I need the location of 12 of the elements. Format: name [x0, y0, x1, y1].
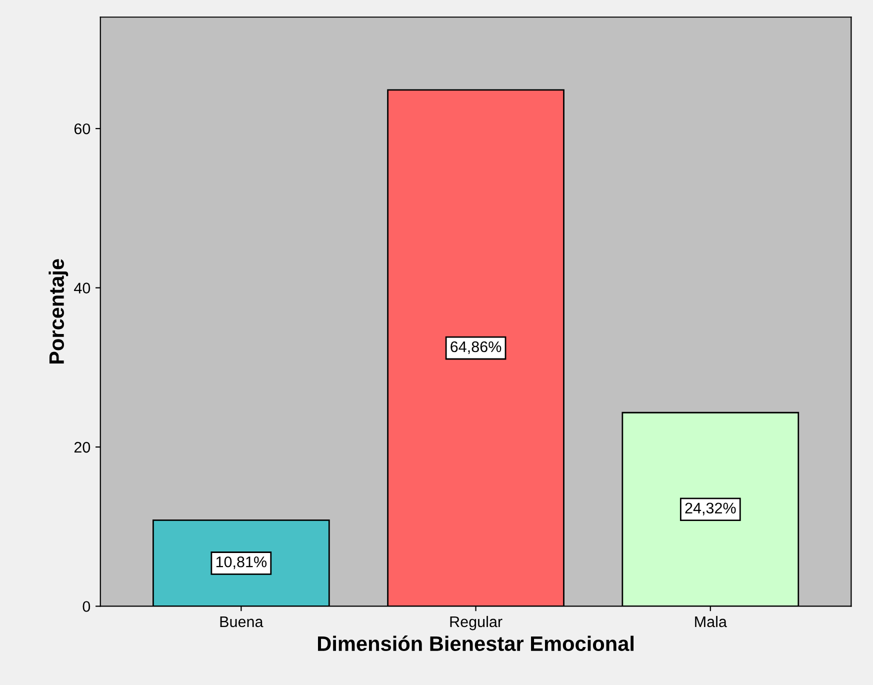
data-label: 10,81%: [216, 556, 267, 570]
x-axis-title: Dimensión Bienestar Emocional: [318, 636, 634, 652]
x-tick-label: Regular: [450, 616, 502, 630]
data-label: 24,32%: [685, 502, 736, 516]
x-tick-label: Mala: [695, 616, 727, 628]
y-tick-label: 40: [74, 282, 90, 294]
y-tick-label: 20: [74, 442, 90, 453]
x-tick-label: Buena: [220, 616, 264, 628]
data-label: 64,86%: [450, 341, 502, 354]
y-tick-label: 0: [82, 601, 90, 612]
y-axis-title: Porcentaje: [48, 259, 68, 364]
y-tick-label: 60: [74, 123, 90, 134]
